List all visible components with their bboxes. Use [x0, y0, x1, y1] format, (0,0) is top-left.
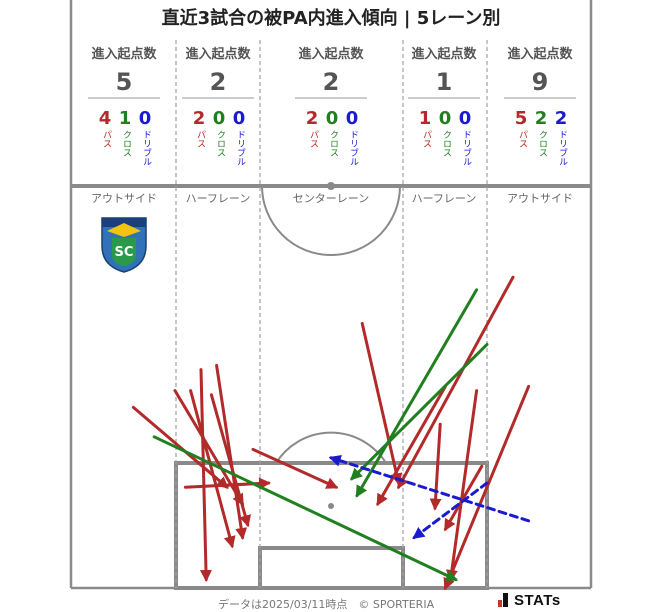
lane-stat-total: 9: [532, 68, 549, 96]
lane-stat-header: 進入起点数: [91, 46, 157, 62]
lane-stat-dribble-label: ドリブル: [557, 130, 568, 166]
lane-stat-cross-label: クロス: [121, 130, 131, 157]
lane-stat-total: 5: [116, 68, 133, 96]
lane-stat-cross-label: クロス: [328, 130, 338, 157]
penalty-spot: [328, 503, 334, 509]
lane-stat-total: 1: [436, 68, 453, 96]
penalty-arc: [275, 431, 387, 464]
footer-credit: データは2025/03/11時点 © SPORTERIA: [218, 598, 435, 611]
lane-stat-dribble-count: 0: [346, 108, 359, 129]
center-circle: [261, 185, 401, 256]
lane-stat-dribble-label: ドリブル: [461, 130, 472, 166]
lane-stat-pass-label: パス: [101, 130, 112, 148]
lane-stat-dribble-count: 0: [233, 108, 246, 129]
cross-arrow: [355, 288, 479, 498]
pitch-chart: 直近3試合の被PA内進入傾向 | 5レーン別 進入起点数54パス1クロス0ドリブ…: [69, 0, 593, 591]
goal-area: [258, 546, 405, 590]
lane-stat-dribble-label: ドリブル: [141, 130, 152, 166]
lane-stat-pass-label: パス: [308, 130, 319, 148]
pass-arrow: [251, 447, 339, 489]
chart-title: 直近3試合の被PA内進入傾向 | 5レーン別: [162, 7, 501, 29]
brand-text: STATs: [514, 592, 561, 609]
pass-arrow: [199, 368, 212, 582]
lane-stat-cross-count: 1: [119, 108, 132, 129]
lane-stat-pass-count: 2: [306, 108, 319, 129]
pass-arrow: [443, 384, 531, 591]
lane-stats: 進入起点数54パス1クロス0ドリブル進入起点数22パス0クロス0ドリブル進入起点…: [88, 46, 576, 166]
brand-logo: STATs: [498, 592, 561, 609]
lane-stat-cross-count: 0: [439, 108, 452, 129]
pass-arrow: [189, 389, 236, 549]
lane-names: アウトサイド ハーフレーン センターレーン ハーフレーン アウトサイド: [91, 192, 573, 205]
lane-stat-pass-count: 2: [193, 108, 206, 129]
cross-arrow: [350, 342, 489, 481]
lane-stat-cross-count: 2: [535, 108, 548, 129]
lane-stat-pass-count: 1: [419, 108, 432, 129]
lane-stat-cross-label: クロス: [537, 130, 547, 157]
pass-arrow: [443, 464, 484, 532]
lane-stat-dribble-count: 2: [555, 108, 568, 129]
lane-stat-cross-count: 0: [213, 108, 226, 129]
lane-stat-pass-label: パス: [421, 130, 432, 148]
pitch-lines: [69, 0, 593, 590]
lane-stat-header: 進入起点数: [411, 46, 477, 62]
arrow-layer: [131, 275, 531, 591]
lane-name: アウトサイド: [507, 192, 573, 205]
lane-stat-pass-count: 5: [515, 108, 528, 129]
dribble-arrow: [328, 454, 531, 523]
lane-stat-cross-label: クロス: [215, 130, 225, 157]
lane-stat-pass-label: パス: [195, 130, 206, 148]
lane-stat-total: 2: [210, 68, 227, 96]
lane-name: ハーフレーン: [186, 192, 251, 205]
lane-stat-total: 2: [323, 68, 340, 96]
team-crest-letters: SC: [115, 245, 134, 260]
lane-stat-header: 進入起点数: [185, 46, 251, 62]
team-crest-icon: SC: [101, 217, 147, 273]
pass-arrow: [376, 384, 447, 507]
lane-stat-pass-label: パス: [517, 130, 528, 148]
lane-name: アウトサイド: [91, 192, 157, 205]
lane-stat-header: 進入起点数: [507, 46, 573, 62]
brand-mark-icon: [498, 593, 510, 607]
center-spot: [327, 182, 335, 190]
lane-stat-pass-count: 4: [99, 108, 112, 129]
lane-name: センターレーン: [293, 192, 369, 205]
pass-arrow: [445, 389, 479, 582]
lane-stat-dribble-label: ドリブル: [235, 130, 246, 166]
pass-arrow: [360, 321, 403, 486]
lane-name: ハーフレーン: [412, 192, 477, 205]
lane-dividers: [175, 40, 488, 588]
pass-arrow: [397, 275, 515, 490]
pass-arrow: [215, 363, 248, 540]
footer: データは2025/03/11時点 © SPORTERIA STATs: [0, 592, 663, 611]
lane-stat-dribble-count: 0: [459, 108, 472, 129]
cross-arrow: [152, 435, 458, 582]
lane-stat-dribble-count: 0: [139, 108, 152, 129]
dribble-arrow: [412, 481, 489, 540]
lane-stat-cross-count: 0: [326, 108, 339, 129]
lane-stat-cross-label: クロス: [441, 130, 451, 157]
lane-stat-header: 進入起点数: [298, 46, 364, 62]
lane-stat-dribble-label: ドリブル: [348, 130, 359, 166]
pass-arrow: [429, 422, 442, 511]
